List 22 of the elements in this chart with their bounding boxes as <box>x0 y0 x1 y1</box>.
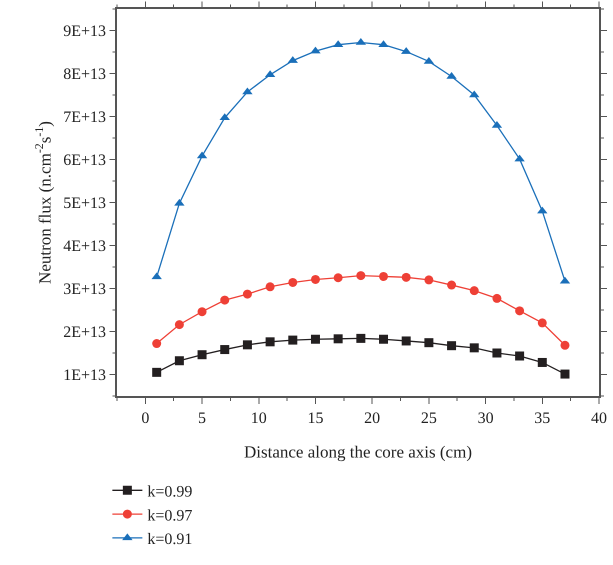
legend-label: k=0.91 <box>147 531 192 548</box>
y-tick-label: 2E+13 <box>63 324 106 342</box>
x-tick-label: 25 <box>420 410 437 427</box>
x-tick-label: 20 <box>364 410 380 427</box>
y-tick-label: 9E+13 <box>63 23 106 40</box>
y-tick-label: 8E+13 <box>63 66 106 84</box>
x-tick-label: 5 <box>198 410 206 427</box>
y-tick-label: 1E+13 <box>63 367 106 384</box>
legend-label: k=0.99 <box>147 484 192 501</box>
x-tick-label: 0 <box>141 410 150 427</box>
legend-label: k=0.97 <box>147 507 192 524</box>
y-tick-label: 7E+13 <box>63 109 106 126</box>
y-tick-label: 5E+13 <box>63 195 106 212</box>
x-tick-label: 35 <box>534 410 550 427</box>
x-tick-label: 30 <box>478 410 494 427</box>
x-axis-title: Distance along the core axis (cm) <box>244 442 472 462</box>
y-tick-label: 6E+13 <box>63 152 106 170</box>
y-tick-label: 4E+13 <box>63 238 106 256</box>
x-tick-label: 15 <box>307 410 324 427</box>
x-tick-label: 10 <box>250 410 267 427</box>
x-tick-label: 40 <box>591 410 607 427</box>
y-tick-label: 3E+13 <box>63 281 106 298</box>
